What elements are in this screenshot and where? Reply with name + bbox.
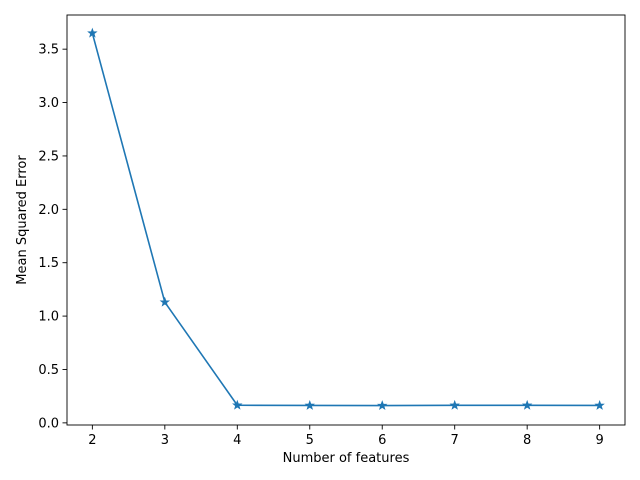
y-tick-label: 0.0 <box>38 416 59 431</box>
x-tick-label: 9 <box>595 433 603 448</box>
data-point-marker <box>304 399 315 410</box>
x-axis-ticks: 2 3 4 5 6 7 8 9 <box>88 425 604 448</box>
y-axis-ticks: 0.0 0.5 1.0 1.5 2.0 2.5 3.0 3.5 <box>38 43 67 431</box>
x-tick-label: 5 <box>306 433 314 448</box>
y-tick-label: 2.0 <box>38 203 59 218</box>
x-axis-label: Number of features <box>283 451 410 466</box>
y-tick-label: 0.5 <box>38 363 59 378</box>
data-point-marker <box>232 399 243 410</box>
series-line <box>91 32 601 407</box>
y-axis-label: Mean Squared Error <box>15 155 30 285</box>
axes-frame <box>66 14 626 426</box>
data-point-marker <box>521 399 533 410</box>
y-tick-label: 3.0 <box>38 96 59 111</box>
series-markers <box>87 27 605 410</box>
x-tick-label: 8 <box>523 433 531 448</box>
x-tick-label: 6 <box>378 433 386 448</box>
data-point-marker <box>377 400 388 410</box>
x-tick-label: 3 <box>161 433 169 448</box>
x-tick-label: 7 <box>451 433 459 448</box>
x-tick-label: 2 <box>88 433 96 448</box>
plot-area <box>67 15 625 425</box>
data-point-marker <box>159 296 171 307</box>
data-point-marker <box>449 399 460 410</box>
y-tick-label: 2.5 <box>38 149 59 164</box>
y-tick-label: 1.0 <box>38 310 59 325</box>
x-tick-label: 4 <box>233 433 241 448</box>
data-point-marker <box>594 399 605 410</box>
y-tick-label: 1.5 <box>38 256 59 271</box>
y-tick-label: 3.5 <box>38 43 59 58</box>
data-point-marker <box>87 27 98 38</box>
